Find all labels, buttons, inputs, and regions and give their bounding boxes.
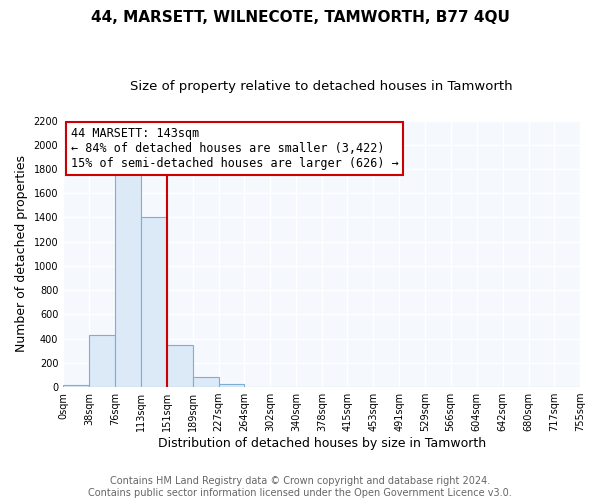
- Bar: [89, 335, 115, 387]
- Text: 44, MARSETT, WILNECOTE, TAMWORTH, B77 4QU: 44, MARSETT, WILNECOTE, TAMWORTH, B77 4Q…: [91, 10, 509, 25]
- Bar: [167, 344, 193, 387]
- Bar: [193, 378, 218, 387]
- Title: Size of property relative to detached houses in Tamworth: Size of property relative to detached ho…: [130, 80, 513, 93]
- Y-axis label: Number of detached properties: Number of detached properties: [15, 156, 28, 352]
- Text: Contains HM Land Registry data © Crown copyright and database right 2024.
Contai: Contains HM Land Registry data © Crown c…: [88, 476, 512, 498]
- Bar: [140, 218, 167, 387]
- X-axis label: Distribution of detached houses by size in Tamworth: Distribution of detached houses by size …: [158, 437, 485, 450]
- Text: 44 MARSETT: 143sqm
← 84% of detached houses are smaller (3,422)
15% of semi-deta: 44 MARSETT: 143sqm ← 84% of detached hou…: [71, 127, 398, 170]
- Bar: [63, 384, 89, 387]
- Bar: [218, 384, 244, 387]
- Bar: [115, 169, 140, 387]
